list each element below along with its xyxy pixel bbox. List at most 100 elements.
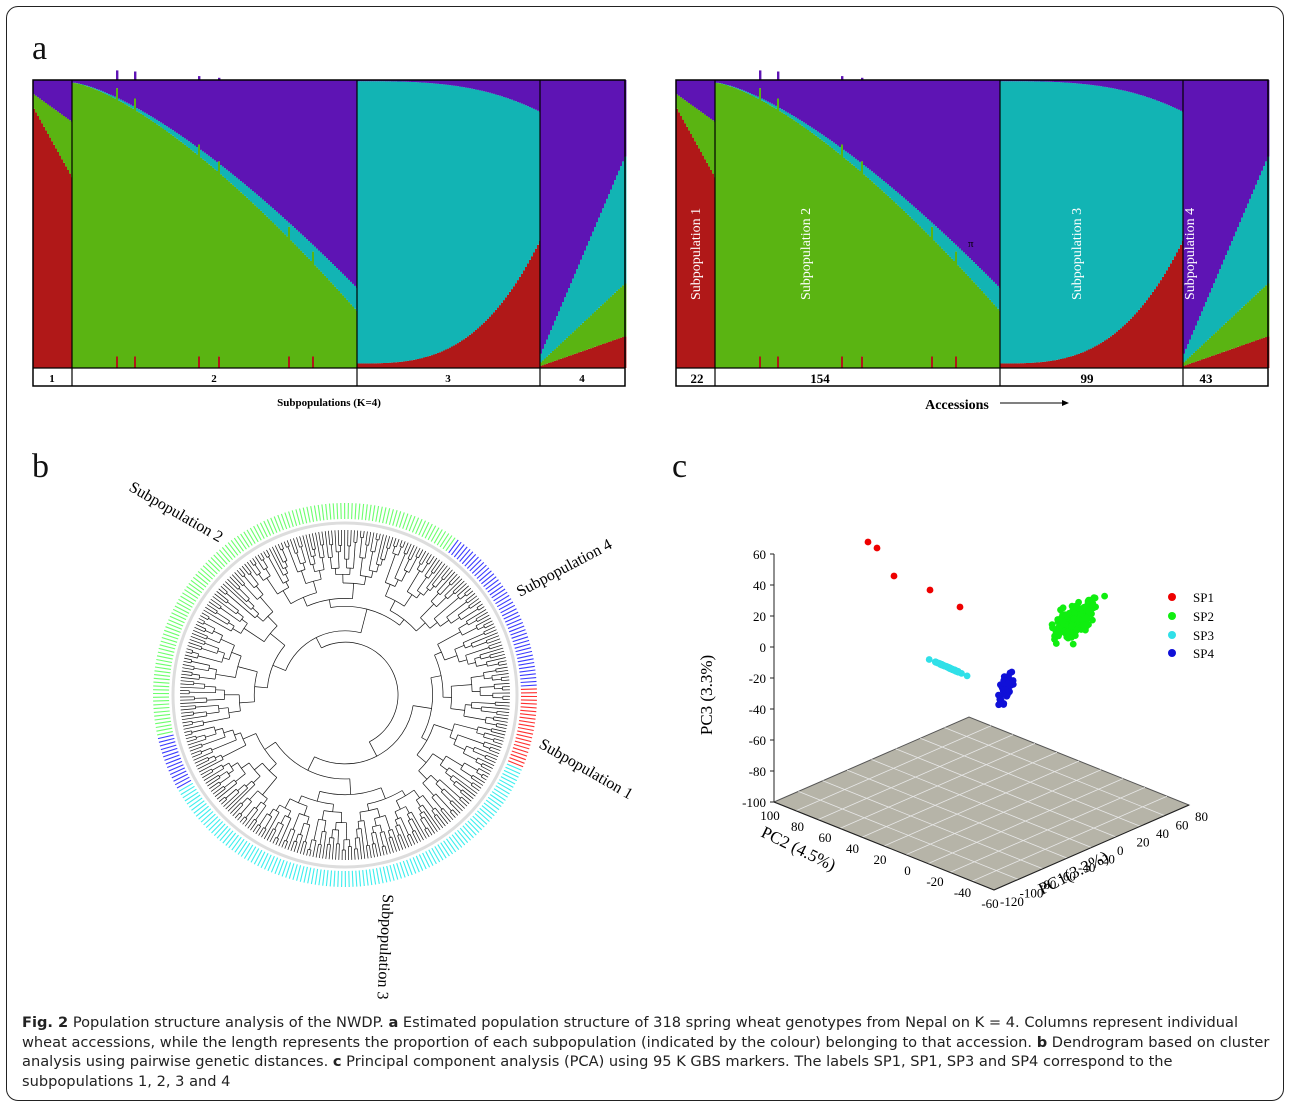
dendro-branch bbox=[302, 562, 306, 570]
dendro-branch bbox=[181, 715, 207, 721]
structure-bar bbox=[166, 80, 169, 127]
structure-bar bbox=[1187, 80, 1190, 345]
dendro-branch bbox=[260, 552, 265, 560]
dendro-arc bbox=[218, 705, 220, 713]
structure-bar bbox=[326, 258, 329, 278]
structure-bar bbox=[937, 228, 940, 245]
structure-bar bbox=[887, 80, 890, 185]
dendro-arc bbox=[495, 669, 497, 673]
pca-z-tick-label: 0 bbox=[760, 640, 767, 655]
dendro-branch bbox=[206, 637, 220, 644]
structure-bar bbox=[344, 297, 347, 368]
structure-bar bbox=[1239, 309, 1242, 347]
structure-bar bbox=[116, 356, 119, 368]
structure-bar bbox=[556, 360, 559, 368]
dendro-branch bbox=[470, 675, 484, 678]
dendro-branch bbox=[464, 588, 472, 594]
pca-grid-line bbox=[871, 759, 1092, 848]
structure-bar bbox=[501, 80, 504, 97]
structure-bar bbox=[1134, 93, 1137, 315]
dendro-branch bbox=[319, 570, 322, 580]
structure-bar bbox=[785, 111, 788, 115]
structure-bar bbox=[1106, 339, 1109, 368]
dendro-branch bbox=[250, 820, 258, 831]
dendro-branch bbox=[494, 682, 510, 685]
dendro-arc bbox=[360, 575, 372, 578]
structure-bar bbox=[1078, 80, 1081, 84]
structure-bar bbox=[987, 80, 990, 276]
structure-bar bbox=[1126, 80, 1129, 92]
structure-bar bbox=[39, 80, 42, 99]
dendro-arc bbox=[214, 669, 217, 680]
structure-bar bbox=[817, 80, 820, 132]
structure-bar bbox=[929, 220, 932, 237]
structure-bar bbox=[727, 85, 730, 368]
structure-bar bbox=[383, 363, 386, 368]
dendro-branch bbox=[376, 564, 379, 573]
dendro-branch bbox=[436, 814, 446, 827]
structure-bar bbox=[799, 124, 802, 368]
structure-bar bbox=[955, 356, 958, 368]
accession-arrow-head bbox=[1062, 400, 1069, 406]
structure-bar bbox=[929, 80, 932, 221]
structure-bar bbox=[473, 80, 476, 90]
structure-bar bbox=[566, 292, 569, 338]
structure-bar bbox=[164, 80, 167, 125]
pca-y-axis bbox=[773, 801, 995, 891]
dendro-branch bbox=[184, 657, 192, 661]
structure-bar bbox=[708, 166, 711, 368]
structure-bar bbox=[250, 80, 253, 190]
dendro-branch bbox=[422, 782, 435, 796]
dendro-branch bbox=[283, 541, 287, 548]
structure-bar bbox=[941, 248, 944, 368]
dendro-tip-label bbox=[247, 846, 257, 861]
dendro-arc bbox=[359, 557, 366, 559]
structure-bar bbox=[270, 80, 273, 207]
dendro-branch bbox=[406, 543, 412, 555]
structure-bar bbox=[190, 149, 193, 368]
dendro-tip-label bbox=[418, 520, 426, 536]
structure-bar bbox=[1034, 362, 1037, 368]
dendro-tip-label bbox=[281, 861, 288, 877]
structure-bar bbox=[582, 80, 585, 256]
structure-bar bbox=[1193, 362, 1196, 368]
left-group-1: 1 bbox=[49, 373, 55, 385]
structure-bar bbox=[537, 110, 540, 245]
structure-bar bbox=[461, 340, 464, 368]
structure-bar bbox=[755, 80, 758, 96]
pca-x-tick-label: 40 bbox=[1156, 826, 1169, 841]
structure-bar bbox=[556, 347, 559, 361]
structure-bar bbox=[507, 294, 510, 368]
dendro-branch bbox=[192, 753, 202, 758]
structure-bar bbox=[825, 80, 828, 137]
structure-bar bbox=[318, 269, 321, 368]
structure-bar bbox=[789, 80, 792, 114]
dendro-branch bbox=[429, 622, 438, 629]
structure-bar bbox=[558, 311, 561, 346]
dendro-tip-label bbox=[188, 582, 203, 594]
dendro-arc bbox=[307, 848, 312, 851]
structure-bar bbox=[188, 148, 191, 368]
dendro-arc bbox=[210, 747, 213, 753]
structure-bar bbox=[861, 356, 864, 368]
structure-bar bbox=[745, 91, 748, 93]
structure-bar bbox=[489, 80, 492, 93]
structure-bar bbox=[515, 283, 518, 368]
structure-bar bbox=[381, 81, 384, 364]
dendro-branch bbox=[309, 849, 312, 857]
dendro-tip-label bbox=[355, 870, 358, 887]
structure-bar bbox=[332, 80, 335, 264]
dendro-tip-label bbox=[264, 854, 272, 870]
structure-bar bbox=[1058, 80, 1061, 83]
structure-bar bbox=[182, 143, 185, 368]
structure-bar bbox=[823, 141, 826, 368]
structure-bar bbox=[1233, 348, 1236, 368]
structure-bar bbox=[731, 80, 734, 87]
dendro-branch bbox=[418, 549, 424, 558]
dendro-branch bbox=[330, 544, 333, 558]
pca-point bbox=[1006, 669, 1014, 677]
structure-bar bbox=[224, 168, 227, 178]
structure-bar bbox=[192, 151, 195, 368]
structure-bar bbox=[841, 356, 844, 368]
structure-bar bbox=[1164, 80, 1167, 104]
